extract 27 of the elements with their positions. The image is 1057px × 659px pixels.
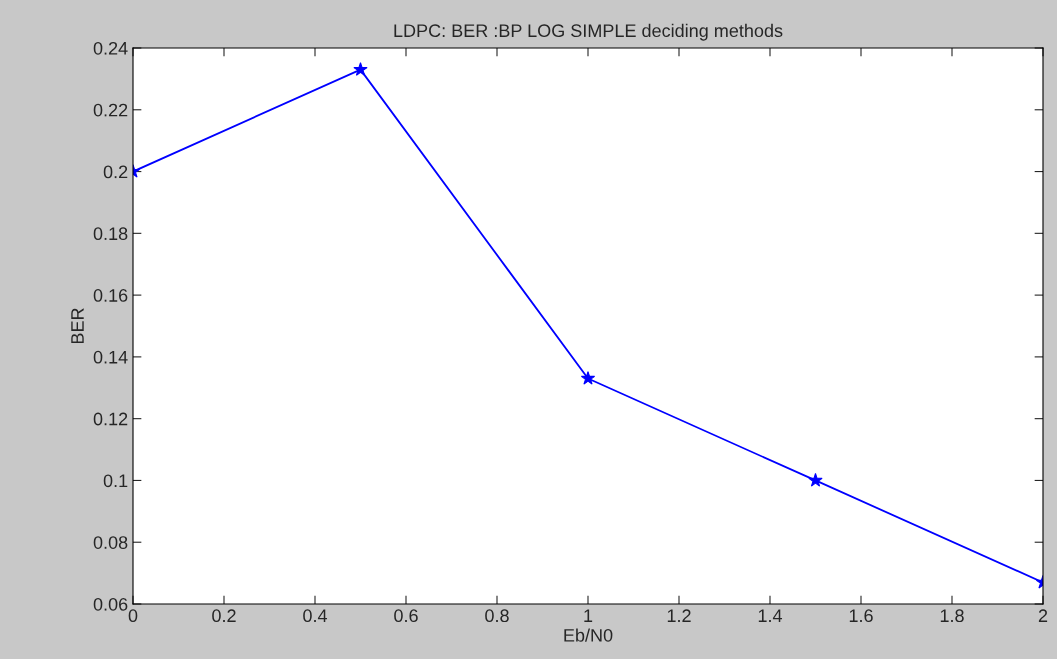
x-tick-label: 1.2 [667,609,691,622]
x-tick-label: 1 [584,609,593,622]
x-tick-label: 0.8 [485,609,509,623]
y-tick-label: 0.22 [93,103,128,117]
point [353,62,368,76]
x-tick-label: 2 [1038,609,1048,622]
y-tick-label: 0.08 [93,536,128,549]
y-tick-label: 0.24 [93,41,128,55]
x-tick-label: 1.8 [940,609,964,623]
x-tick-label: 0 [128,609,138,623]
x-tick-label: 1.6 [849,609,873,623]
y-tick-label: 0.06 [93,597,128,611]
point [808,472,823,487]
x-tick-label: 1.4 [758,609,783,622]
y-tick-label: 0.12 [93,412,128,426]
x-tick-label: 0.2 [212,609,236,623]
y-tick-label: 0.2 [103,165,128,179]
y-axis-title: BER [71,308,84,344]
y-tick-label: 0.18 [93,227,128,241]
x-axis-title: Eb/N0 [564,628,613,642]
y-tick-label: 0.14 [93,350,128,364]
y-tick-label: 0.16 [93,289,128,302]
point [580,371,596,385]
y-tick-label: 0.1 [103,474,128,488]
x-tick-label: 0.4 [303,609,328,623]
x-tick-label: 0.6 [394,609,418,623]
chart-title: LDPC: BER :BP LOG SIMPLE deciding methods [394,23,783,41]
